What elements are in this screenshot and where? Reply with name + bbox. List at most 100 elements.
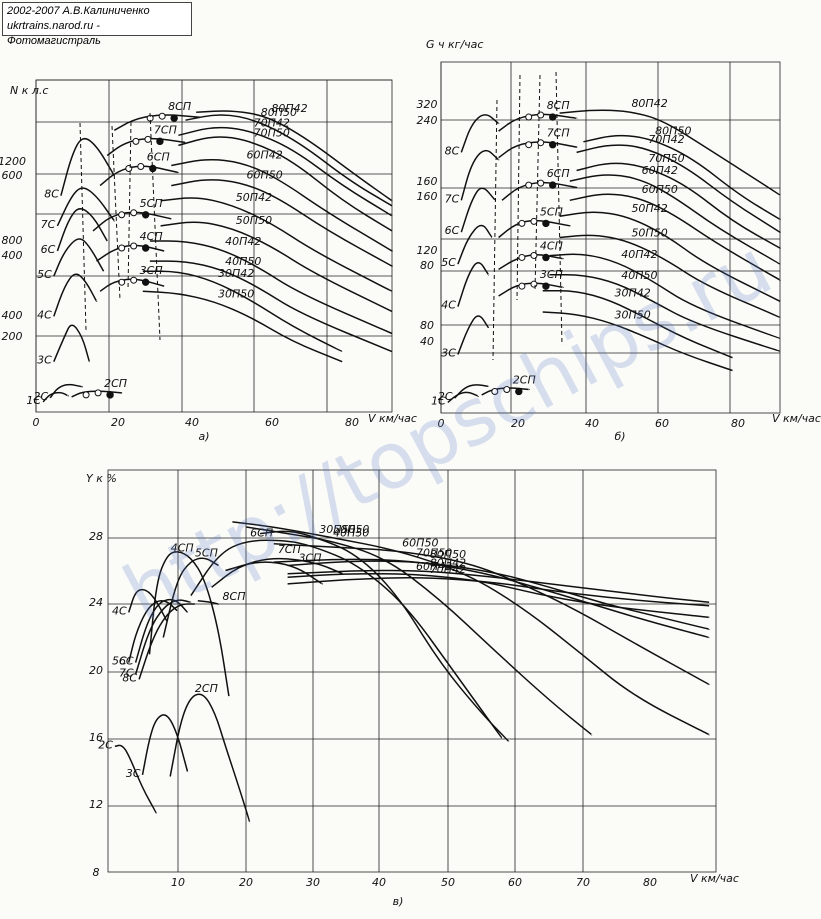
- series-label: 8СП: [547, 99, 570, 112]
- series-label: 30П50: [615, 309, 651, 322]
- series-line-7С: [56, 187, 116, 227]
- series-line-40П50: [246, 526, 593, 736]
- panel-1: 0 20 40 60 80 200 400 400 600 800 1200 N к л.с V км/…: [0, 79, 417, 443]
- x-tick-label: 20: [239, 876, 253, 889]
- marker-open: [525, 113, 533, 121]
- series-line-80П50: [287, 560, 710, 630]
- series-line-70П42: [178, 126, 393, 217]
- panel-label: в): [393, 895, 404, 908]
- series-label: 7С: [41, 218, 56, 231]
- series-label: 60П50: [402, 536, 438, 549]
- marker-open: [130, 276, 138, 284]
- series-line-60П42: [569, 174, 781, 265]
- panel-3: 10 20 30 40 50 60 70 80 8 12 16 20 24 28 Y к % V км/час…: [86, 469, 739, 908]
- series-line-4СП: [96, 244, 165, 262]
- series-line-4СП: [498, 254, 564, 271]
- y-axis-label: Y к %: [86, 472, 117, 485]
- guide-dashed-line: [79, 122, 87, 331]
- marker-filled: [542, 219, 550, 228]
- guide-dashed-line: [555, 71, 563, 346]
- marker-filled: [141, 278, 150, 286]
- marker-open: [125, 165, 133, 173]
- series-label: 6С: [41, 243, 56, 256]
- series-label: 8С: [122, 671, 137, 684]
- series-label: 80П50: [430, 548, 466, 561]
- y-axis-label: G ч кг/час: [426, 38, 483, 51]
- x-axis-label: V км/час: [690, 872, 739, 885]
- series-line-60П50: [171, 179, 393, 267]
- marker-open: [537, 179, 545, 187]
- series-label: 4СП: [140, 230, 163, 243]
- y-tick-label: 12: [89, 798, 103, 811]
- marker-open: [94, 389, 102, 397]
- credit-box: 2002-2007 А.В.Калиниченко ukrtrains.naro…: [2, 2, 192, 47]
- series-label: 40П50: [333, 526, 369, 539]
- series-label: 60П50: [246, 169, 282, 182]
- series-label: 5СП: [195, 546, 218, 559]
- series-line-70П42: [287, 577, 710, 607]
- series-label: 30П42: [218, 267, 254, 280]
- panel-2: 0 20 40 60 80 40 80 80 120 160 160 240 320 G ч кг/час…: [417, 38, 821, 443]
- series-line-40П42: [149, 240, 393, 335]
- series-label: 2С: [438, 390, 453, 403]
- series-label: 40П42: [225, 235, 261, 248]
- series-line-6С: [56, 208, 108, 252]
- series-line-5СП: [162, 557, 219, 638]
- marker-open: [118, 244, 126, 252]
- x-tick-label: 80: [731, 417, 745, 430]
- series-line-3СП: [225, 561, 323, 585]
- series-label: 8СП: [223, 590, 246, 603]
- series-label: 50П50: [631, 227, 667, 240]
- series-label: 50П42: [631, 202, 667, 215]
- series-line-50П42: [559, 211, 781, 302]
- series-label: 5СП: [540, 205, 563, 218]
- series-line-50П50: [160, 221, 393, 313]
- series-label: 2СП: [104, 377, 127, 390]
- series-line-8С: [60, 137, 115, 196]
- x-axis-label: V км/час: [772, 412, 821, 425]
- x-tick-label: 60: [508, 876, 522, 889]
- series-label: 8С: [445, 144, 460, 157]
- series-line-4С: [53, 273, 98, 317]
- series-label: 60П42: [416, 560, 452, 573]
- y-tick-label: 600: [2, 169, 23, 182]
- series-label: 4СП: [171, 541, 194, 554]
- marker-open: [130, 242, 138, 250]
- series-line-3СП: [99, 278, 165, 292]
- series-line-6С: [460, 187, 496, 233]
- series-line-8СП: [197, 599, 220, 605]
- series-line-2С: [454, 384, 490, 399]
- y-tick-label: 320: [417, 98, 438, 111]
- marker-open: [530, 280, 538, 288]
- series-label: 80П50: [655, 125, 691, 138]
- guide-dashed-line: [516, 74, 521, 301]
- series-line-8С: [460, 114, 500, 153]
- marker-open: [82, 391, 90, 399]
- guide-dashed-line: [492, 99, 498, 361]
- y-tick-label: 20: [89, 664, 103, 677]
- y-tick-label: 400: [2, 249, 23, 262]
- marker-open: [491, 387, 499, 395]
- series-line-2СП: [481, 387, 530, 396]
- marker-open: [518, 219, 526, 227]
- series-label: 6СП: [147, 151, 170, 164]
- x-axis-label: V км/час: [368, 412, 417, 425]
- x-tick-label: 0: [33, 416, 40, 429]
- series-label: 2СП: [195, 682, 218, 695]
- series-label: 5С: [112, 655, 127, 668]
- x-tick-label: 40: [372, 876, 386, 889]
- y-tick-label: 200: [2, 330, 23, 343]
- series-line-50П42: [160, 197, 393, 293]
- series-line-70П50: [273, 558, 710, 639]
- series-line-1С: [447, 391, 480, 403]
- series-line-7С: [460, 149, 500, 201]
- series-label: 4С: [112, 604, 127, 617]
- series-label: 70П50: [416, 546, 452, 559]
- series-label: 2С: [34, 390, 49, 403]
- series-line-70П42: [576, 144, 781, 233]
- series-label: 70П42: [254, 116, 290, 129]
- series-line-6С: [134, 598, 189, 663]
- series-line-60П42: [287, 573, 710, 619]
